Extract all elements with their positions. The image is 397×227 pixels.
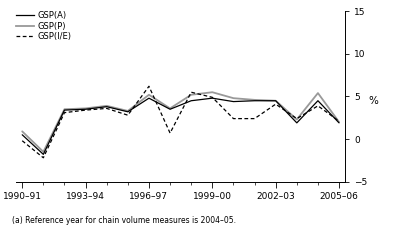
Legend: GSP(A), GSP(P), GSP(I/E): GSP(A), GSP(P), GSP(I/E) — [16, 11, 71, 41]
Y-axis label: %: % — [368, 96, 378, 106]
Text: (a) Reference year for chain volume measures is 2004–05.: (a) Reference year for chain volume meas… — [12, 216, 236, 225]
